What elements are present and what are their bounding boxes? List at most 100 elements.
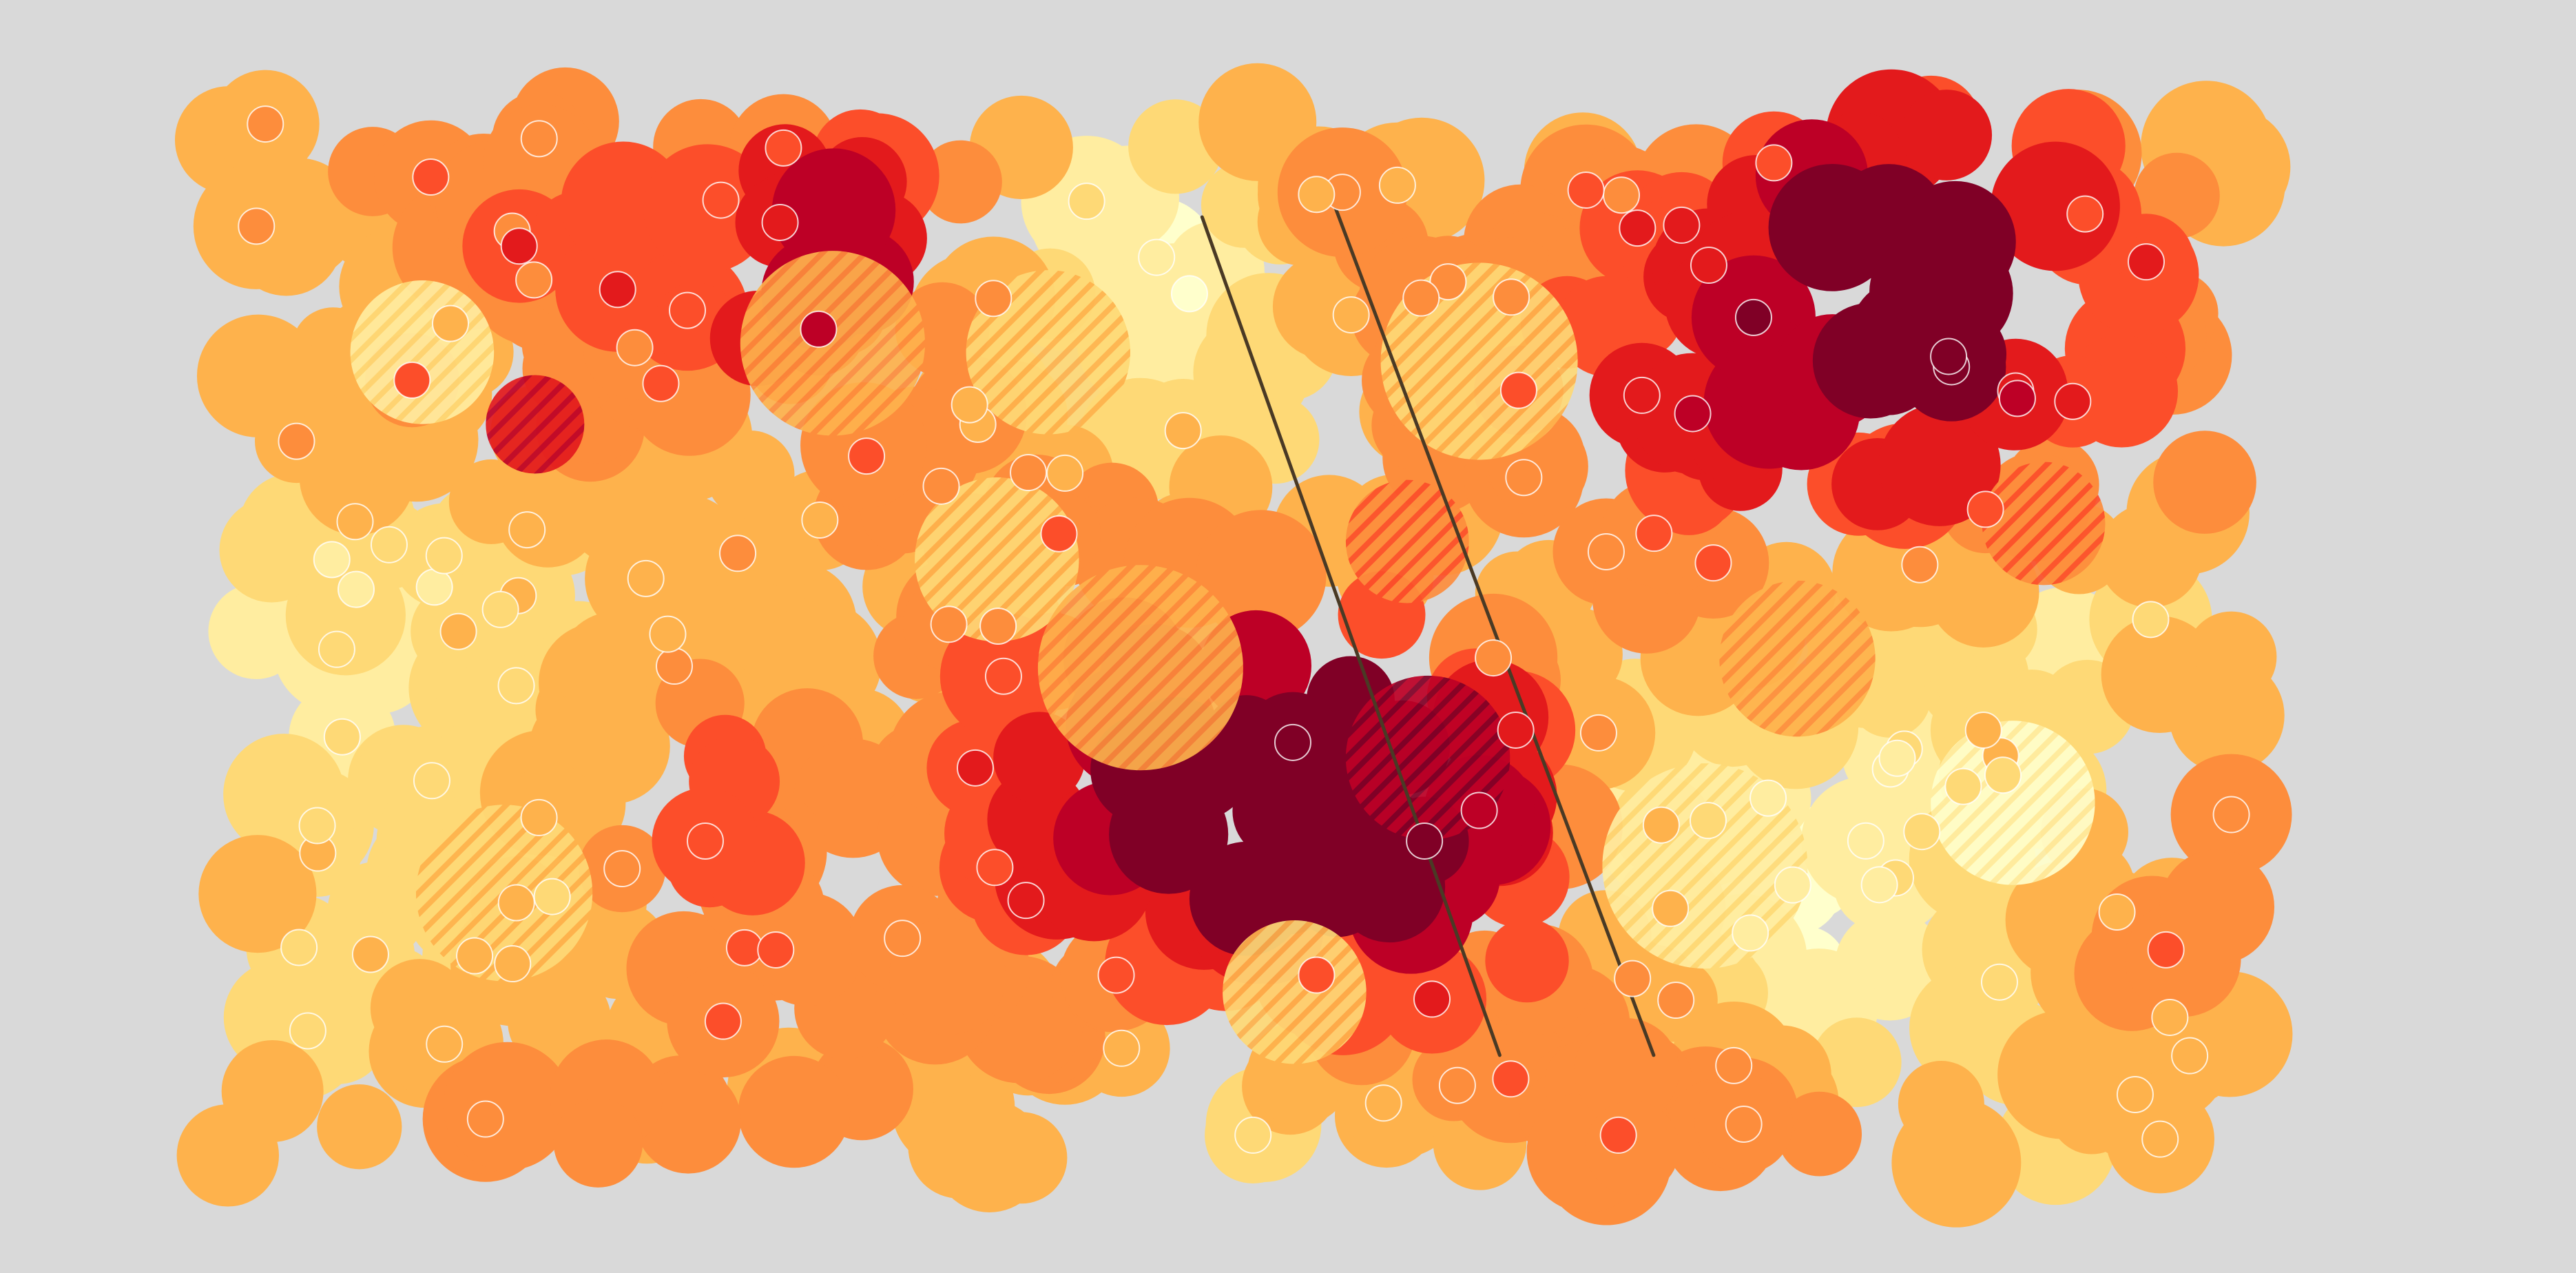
site-marker [508, 511, 546, 549]
site-marker [1046, 454, 1084, 492]
site-marker [1689, 802, 1727, 840]
site-marker [1603, 176, 1641, 214]
site-marker [1847, 822, 1884, 860]
heatmap-cell [738, 1055, 851, 1168]
site-marker [1652, 889, 1690, 927]
site-marker [686, 822, 724, 860]
site-marker [289, 1012, 326, 1050]
site-marker [757, 931, 795, 969]
site-marker [393, 361, 431, 399]
cells-layer [174, 63, 2293, 1228]
heatmap-cell [2159, 849, 2275, 965]
hatched-region [966, 270, 1131, 435]
site-marker [1878, 739, 1916, 777]
site-marker [2151, 998, 2189, 1036]
site-marker [1170, 275, 1208, 313]
hatched-region [1223, 920, 1367, 1064]
site-marker [515, 261, 553, 299]
hatched-region [915, 477, 1079, 642]
site-marker [1774, 866, 1811, 904]
site-marker [848, 437, 886, 475]
site-marker [1903, 813, 1941, 851]
site-marker [481, 590, 519, 628]
site-marker [280, 929, 318, 966]
site-marker [1040, 515, 1078, 552]
site-marker [1492, 1060, 1530, 1098]
site-marker [951, 386, 988, 424]
heatmap-cell [176, 1104, 280, 1207]
site-marker [439, 612, 477, 650]
site-marker [2212, 796, 2250, 834]
site-marker [1274, 723, 1311, 761]
heatmap-cell [706, 430, 795, 519]
site-marker [466, 1100, 504, 1138]
site-marker [1635, 515, 1673, 552]
site-marker [533, 878, 571, 915]
site-marker [1460, 791, 1498, 829]
heatmap-cell [317, 1084, 402, 1170]
site-marker [456, 937, 494, 975]
trend-lines-layer [1200, 206, 1656, 1057]
site-marker [1715, 1046, 1753, 1084]
site-marker [1497, 711, 1535, 749]
heatmap-cell [1777, 1091, 1862, 1177]
site-marker [370, 526, 408, 563]
site-marker [2128, 243, 2165, 281]
site-marker [1755, 144, 1793, 182]
heatmap-cell [1198, 63, 1317, 181]
site-marker [1619, 209, 1656, 247]
site-marker [494, 945, 532, 983]
site-marker [1642, 806, 1680, 844]
site-marker [1690, 247, 1727, 284]
site-marker [1725, 1105, 1763, 1143]
site-marker [1657, 982, 1695, 1020]
markers-layer [238, 105, 2250, 1158]
site-marker [520, 798, 558, 836]
site-marker [238, 207, 276, 245]
trend-line [1333, 206, 1656, 1057]
heatmap-cell [771, 148, 896, 272]
site-marker [1663, 206, 1701, 244]
site-marker [1493, 278, 1530, 316]
site-marker [1732, 914, 1769, 952]
site-marker [1406, 822, 1444, 860]
site-marker [2171, 1037, 2209, 1075]
site-marker [1475, 639, 1513, 677]
site-marker [1579, 714, 1617, 752]
heatmap-cell [556, 673, 666, 784]
site-marker [956, 749, 994, 787]
site-marker [649, 615, 687, 653]
site-marker [2066, 195, 2104, 233]
site-marker [702, 181, 740, 219]
heatmap-cell [1574, 1018, 1680, 1124]
site-marker [425, 537, 463, 575]
site-marker [318, 630, 355, 668]
hatched-region [1931, 721, 2095, 885]
site-marker [1438, 1066, 1476, 1104]
site-marker [1138, 238, 1176, 276]
site-marker [500, 227, 538, 265]
site-marker [761, 203, 799, 241]
site-marker [1378, 166, 1416, 204]
site-marker [1298, 176, 1336, 214]
heatmap-cell [1485, 918, 1569, 1003]
heatmap-cell [1901, 90, 1993, 180]
site-marker [336, 503, 374, 541]
site-marker [603, 850, 641, 888]
site-marker [2098, 893, 2136, 931]
site-marker [1234, 1116, 1272, 1154]
site-marker [642, 364, 680, 402]
site-marker [1734, 298, 1772, 336]
site-marker [278, 422, 315, 460]
heatmap-cell [1585, 1100, 1680, 1196]
hatched-region [486, 375, 585, 474]
site-marker [1010, 454, 1048, 492]
site-marker [1505, 459, 1543, 497]
site-marker [1984, 756, 2022, 794]
heatmap-cell [993, 712, 1086, 804]
site-marker [413, 762, 450, 800]
site-marker [1587, 532, 1625, 570]
hatched-region [1345, 479, 1469, 603]
site-marker [1567, 172, 1605, 209]
